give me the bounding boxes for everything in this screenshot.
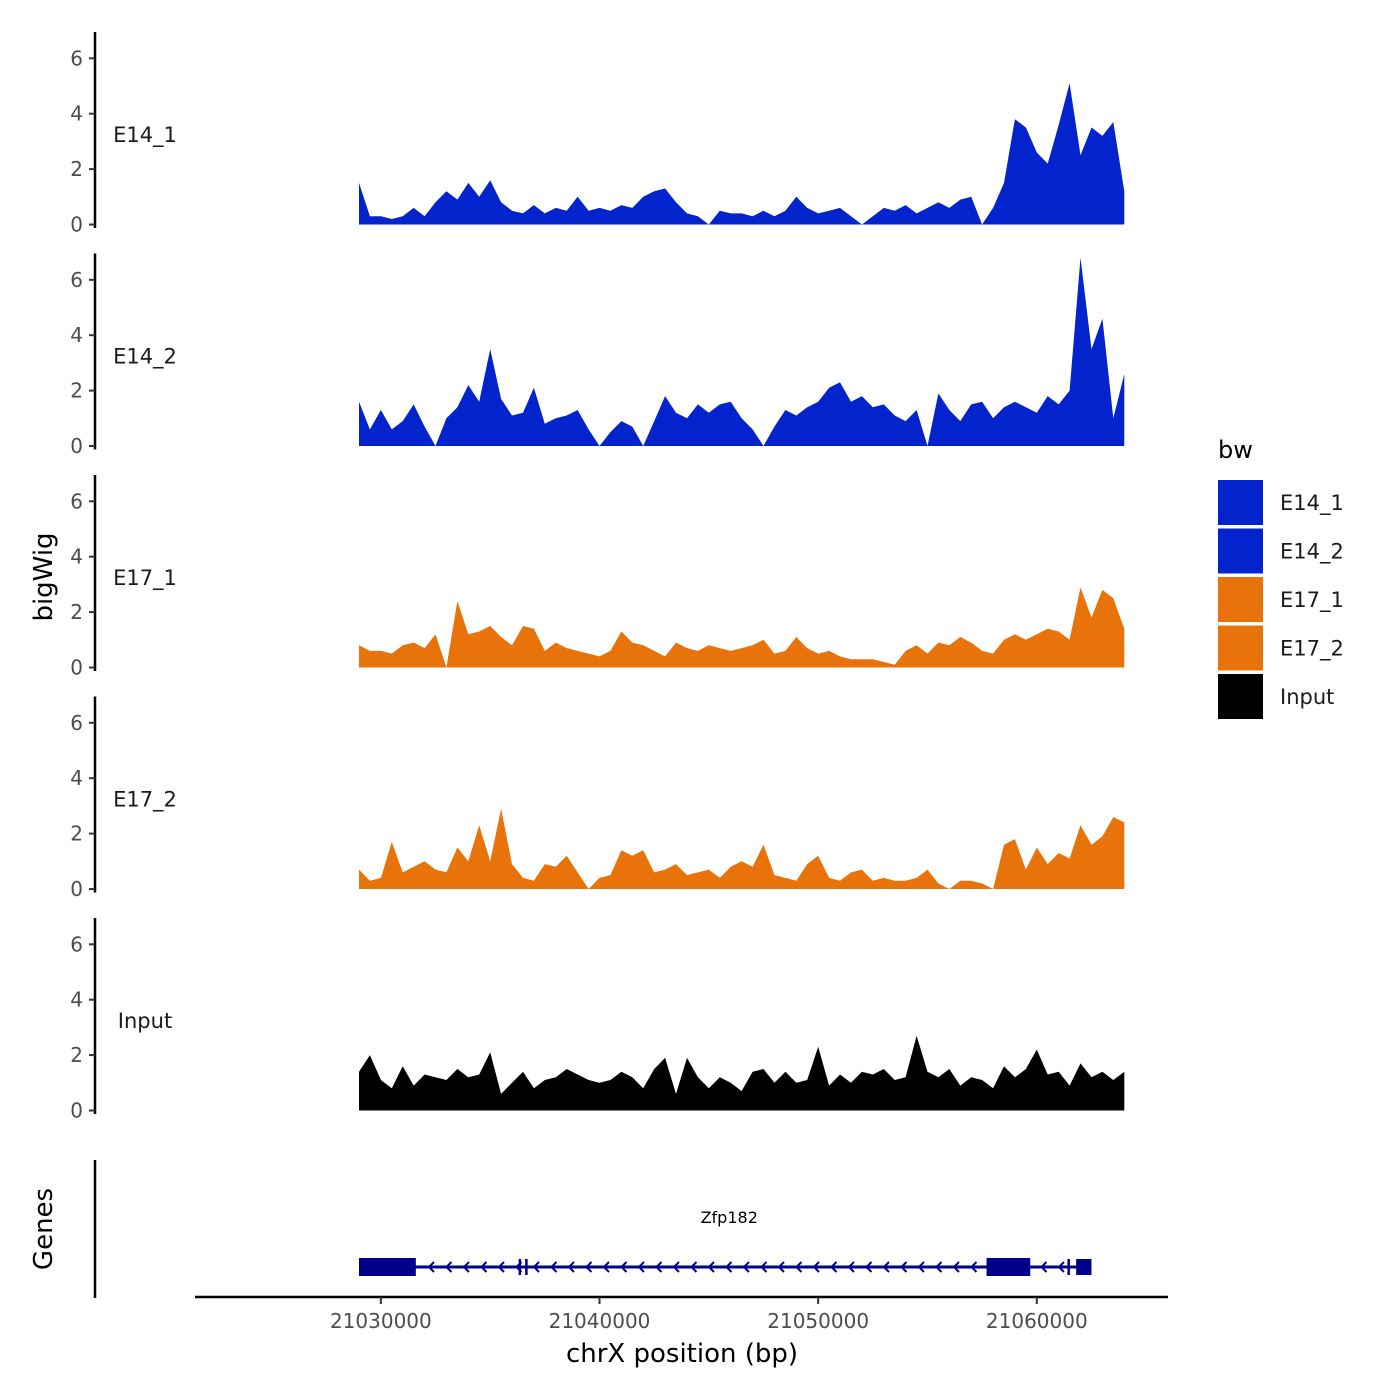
y-tick-label: 6: [70, 268, 83, 292]
strand-arrow: [847, 1261, 855, 1273]
track-label: E17_2: [113, 788, 177, 813]
y-axis-title: bigWig: [29, 532, 59, 621]
strand-arrow: [760, 1261, 768, 1273]
strand-arrow: [742, 1261, 750, 1273]
y-tick-label: 6: [70, 489, 83, 513]
legend-label: E14_2: [1280, 540, 1344, 565]
series-area-e17_2: [359, 808, 1125, 889]
x-tick-label: 21060000: [986, 1309, 1088, 1333]
y-tick-label: 0: [70, 656, 83, 680]
legend-swatch: [1218, 577, 1263, 622]
track-e14_1: 0 2 4 6 E14_1: [70, 32, 1125, 237]
strand-arrow: [865, 1261, 873, 1273]
track-label: Input: [118, 1009, 172, 1033]
y-tick-label: 0: [70, 877, 83, 901]
track-input: 0 2 4 6 Input: [70, 918, 1125, 1123]
gene-exon: [518, 1259, 522, 1275]
strand-arrow: [637, 1261, 645, 1273]
strand-arrow: [900, 1261, 908, 1273]
legend-label: Input: [1280, 685, 1334, 709]
legend-title: bw: [1218, 436, 1253, 464]
legend-swatch: [1218, 480, 1263, 525]
x-tick-label: 21030000: [330, 1309, 432, 1333]
legend-label: E17_2: [1280, 637, 1344, 662]
gene-exon: [358, 1258, 416, 1276]
strand-arrow: [952, 1261, 960, 1273]
strand-arrow: [707, 1261, 715, 1273]
strand-arrow: [672, 1261, 680, 1273]
y-tick-label: 6: [70, 46, 83, 70]
strand-arrow: [1057, 1261, 1065, 1273]
strand-arrow: [812, 1261, 820, 1273]
y-tick-label: 4: [70, 323, 83, 347]
strand-arrow: [655, 1261, 663, 1273]
strand-arrow: [585, 1261, 593, 1273]
y-tick-label: 0: [70, 1099, 83, 1123]
strand-arrow: [567, 1261, 575, 1273]
strand-arrow: [882, 1261, 890, 1273]
strand-arrow: [970, 1261, 978, 1273]
strand-arrow: [497, 1261, 505, 1273]
strand-arrow: [445, 1261, 453, 1273]
gene-panel: Zfp182: [93, 1160, 1092, 1298]
strand-arrow: [917, 1261, 925, 1273]
y-tick-label: 4: [70, 102, 83, 126]
strand-arrow: [725, 1261, 733, 1273]
y-tick-label: 0: [70, 213, 83, 237]
strand-arrow: [427, 1261, 435, 1273]
strand-arrow: [690, 1261, 698, 1273]
strand-arrow: [602, 1261, 610, 1273]
series-area-e17_1: [359, 587, 1125, 668]
gene-name-label: Zfp182: [701, 1208, 758, 1227]
strand-arrow: [935, 1261, 943, 1273]
strand-arrow: [777, 1261, 785, 1273]
y-tick-label: 2: [70, 1043, 83, 1067]
legend-swatch: [1218, 674, 1263, 719]
track-label: E14_1: [113, 123, 177, 148]
x-axis: 21030000 21040000 21050000 21060000: [195, 1295, 1168, 1333]
signal-tracks: 0 2 4 6 E14_1 0 2 4 6 E14_2 0 2 4 6 E17_1 0 2 4 6 E17_2 0 2 4 6…: [70, 32, 1125, 1123]
strand-arrow: [830, 1261, 838, 1273]
genes-panel-title: Genes: [29, 1188, 59, 1270]
strand-arrow: [620, 1261, 628, 1273]
x-tick-label: 21040000: [549, 1309, 651, 1333]
series-area-input: [359, 1035, 1125, 1111]
y-tick-label: 6: [70, 932, 83, 956]
track-label: E14_2: [113, 345, 177, 370]
strand-arrow: [532, 1261, 540, 1273]
y-tick-label: 0: [70, 434, 83, 458]
strand-arrow: [1040, 1261, 1048, 1273]
legend: bw E14_1 E14_2 E17_1 E17_2 Input: [1218, 436, 1344, 719]
x-axis-title: chrX position (bp): [566, 1339, 798, 1369]
y-tick-label: 2: [70, 379, 83, 403]
strand-arrow: [480, 1261, 488, 1273]
track-e17_2: 0 2 4 6 E17_2: [70, 696, 1125, 901]
strand-arrow: [550, 1261, 558, 1273]
y-tick-label: 4: [70, 545, 83, 569]
legend-label: E17_1: [1280, 588, 1344, 613]
track-label: E17_1: [113, 566, 177, 591]
strand-arrow: [462, 1261, 470, 1273]
y-tick-label: 2: [70, 157, 83, 181]
strand-arrow: [795, 1261, 803, 1273]
y-tick-label: 4: [70, 988, 83, 1012]
y-tick-label: 2: [70, 822, 83, 846]
track-e14_2: 0 2 4 6 E14_2: [70, 253, 1125, 458]
x-tick-label: 21050000: [767, 1309, 869, 1333]
track-e17_1: 0 2 4 6 E17_1: [70, 475, 1125, 680]
gene-exon: [986, 1258, 1031, 1276]
gene-exon: [525, 1259, 528, 1275]
y-tick-label: 6: [70, 711, 83, 735]
gene-exon: [1067, 1259, 1070, 1275]
y-tick-label: 4: [70, 766, 83, 790]
series-area-e14_2: [359, 257, 1125, 446]
legend-swatch: [1218, 528, 1263, 574]
series-area-e14_1: [359, 83, 1125, 225]
y-tick-label: 2: [70, 600, 83, 624]
gene-exon: [1076, 1259, 1092, 1275]
legend-label: E14_1: [1280, 491, 1344, 516]
legend-swatch: [1218, 625, 1263, 671]
